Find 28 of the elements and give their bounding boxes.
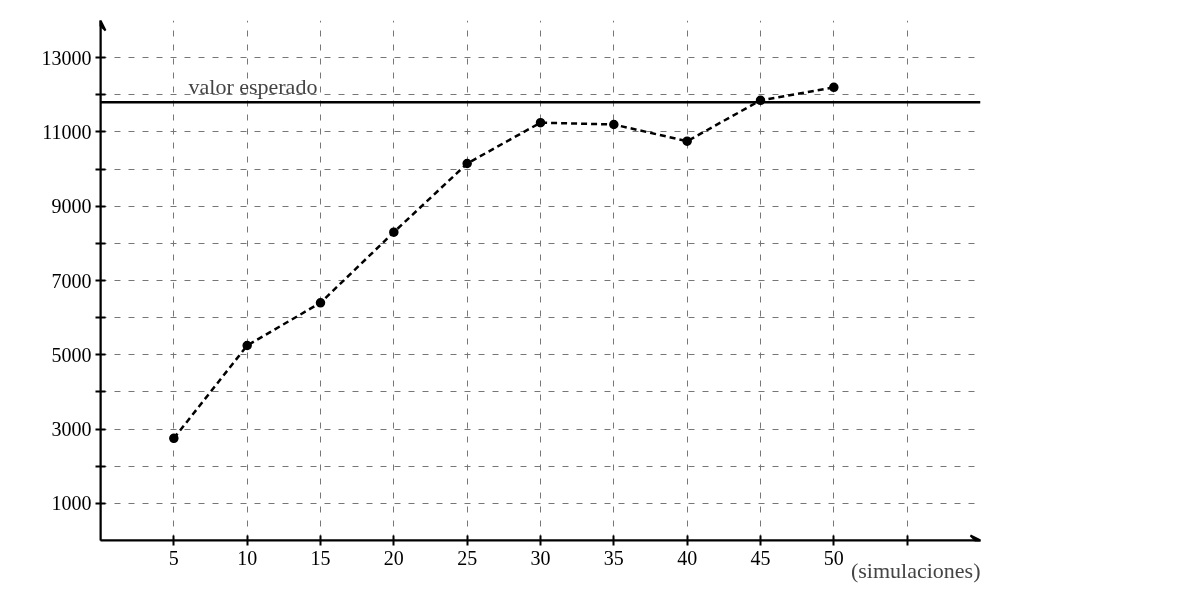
x-tick-label: 20 xyxy=(383,546,404,569)
point xyxy=(389,227,399,237)
y-tick-label: 5000 xyxy=(51,343,92,366)
point xyxy=(169,433,179,444)
point xyxy=(682,136,692,146)
y-tick-label: 13000 xyxy=(41,46,92,69)
point xyxy=(609,119,619,130)
x-tick-label: 50 xyxy=(823,546,844,569)
x-tick-label: 45 xyxy=(750,546,771,569)
y-tick-label: 3000 xyxy=(51,418,92,441)
point xyxy=(315,298,326,308)
y-tick-label: 7000 xyxy=(51,269,92,292)
y-tick-label: 1000 xyxy=(51,492,92,515)
x-tick-label: 40 xyxy=(677,546,698,569)
x-tick-label: 5 xyxy=(168,546,179,569)
x-tick-label: 30 xyxy=(530,546,551,569)
point xyxy=(242,340,252,351)
point xyxy=(535,117,546,128)
x-tick-label: 25 xyxy=(457,546,478,569)
point xyxy=(462,158,472,169)
point xyxy=(829,82,839,93)
y-tick-label: 9000 xyxy=(51,195,92,218)
ref-line-label: valor esperado xyxy=(188,74,318,100)
x-axis-title: (simulaciones) xyxy=(850,557,981,583)
x-tick-label: 35 xyxy=(603,546,624,569)
y-tick-label: 11000 xyxy=(42,120,92,143)
x-tick-label: 10 xyxy=(237,546,258,569)
x-tick-label: 15 xyxy=(310,546,331,569)
